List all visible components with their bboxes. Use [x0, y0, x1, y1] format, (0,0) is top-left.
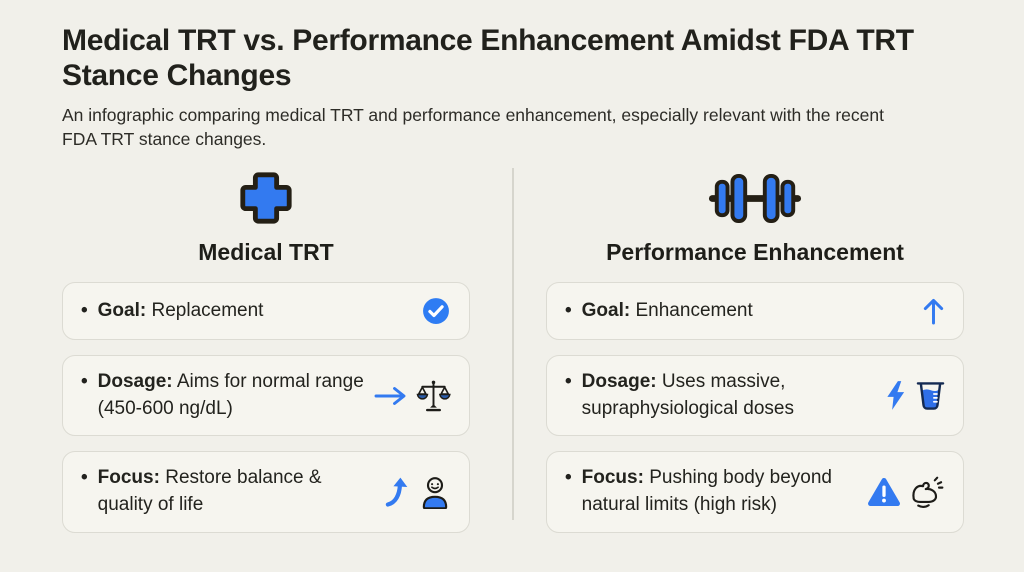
- card-medical-goal: • Goal: Replacement: [62, 282, 470, 341]
- curved-up-arrow-icon: [385, 476, 410, 508]
- item-text: Replacement: [151, 299, 264, 321]
- item-text: Restore balance & quality of life: [97, 467, 322, 516]
- person-smile-icon: [419, 476, 451, 509]
- performance-header: Performance Enhancement: [546, 167, 964, 266]
- item-text: Pushing body beyond natural limits (high…: [581, 467, 832, 516]
- balance-scale-icon: [416, 379, 451, 412]
- card-icons: [884, 380, 945, 411]
- card-text: • Focus: Pushing body beyond natural lim…: [565, 465, 857, 518]
- column-performance-enhancement: Performance Enhancement • Goal: Enhancem…: [546, 167, 964, 547]
- bullet: •: [81, 371, 88, 393]
- card-icons: [374, 379, 451, 412]
- card-performance-dosage: • Dosage: Uses massive, supraphysiologic…: [546, 355, 964, 437]
- comparison-columns: Medical TRT • Goal: Replacement • Dosage…: [0, 167, 1024, 547]
- item-label: Focus:: [97, 467, 160, 489]
- performance-heading: Performance Enhancement: [606, 239, 904, 266]
- page-subtitle: An infographic comparing medical TRT and…: [62, 105, 884, 150]
- item-label: Dosage:: [581, 371, 657, 393]
- dumbbell-icon: [706, 167, 804, 229]
- bullet: •: [565, 467, 572, 489]
- card-text: • Dosage: Uses massive, supraphysiologic…: [565, 369, 874, 422]
- item-label: Goal:: [581, 299, 631, 321]
- card-icons: [867, 475, 945, 509]
- item-text: Enhancement: [635, 299, 753, 321]
- card-performance-focus: • Focus: Pushing body beyond natural lim…: [546, 451, 964, 533]
- item-text: Aims for normal range (450-600 ng/dL): [97, 371, 364, 419]
- bullet: •: [565, 371, 572, 393]
- card-medical-dosage: • Dosage: Aims for normal range (450-600…: [62, 355, 470, 437]
- bullet: •: [81, 467, 88, 489]
- card-text: • Dosage: Aims for normal range (450-600…: [81, 369, 364, 422]
- card-performance-goal: • Goal: Enhancement: [546, 282, 964, 341]
- card-text: • Focus: Restore balance & quality of li…: [81, 465, 375, 518]
- bullet: •: [565, 299, 572, 321]
- header: Medical TRT vs. Performance Enhancement …: [0, 0, 1024, 151]
- item-text: Uses massive, supraphysiological doses: [581, 371, 794, 419]
- card-medical-focus: • Focus: Restore balance & quality of li…: [62, 451, 470, 533]
- bullet: •: [81, 299, 88, 321]
- page-title: Medical TRT vs. Performance Enhancement …: [62, 24, 914, 92]
- column-medical-trt: Medical TRT • Goal: Replacement • Dosage…: [62, 167, 470, 547]
- card-icons: [922, 296, 945, 326]
- item-label: Goal:: [97, 299, 147, 321]
- card-icons: [385, 476, 451, 509]
- card-text: • Goal: Replacement: [81, 298, 411, 325]
- medical-trt-heading: Medical TRT: [198, 239, 334, 266]
- medical-cross-icon: [237, 167, 295, 229]
- item-label: Focus:: [581, 467, 644, 489]
- item-label: Dosage:: [97, 371, 173, 393]
- card-icons: [421, 296, 451, 326]
- column-divider: [512, 168, 514, 520]
- lightning-bolt-icon: [884, 380, 907, 411]
- arrow-right-icon: [374, 386, 407, 406]
- arrow-up-icon: [922, 296, 945, 326]
- flexing-bicep-icon: [910, 475, 945, 509]
- medical-trt-header: Medical TRT: [62, 167, 470, 266]
- warning-triangle-icon: [867, 477, 901, 507]
- card-text: • Goal: Enhancement: [565, 298, 912, 325]
- check-circle-icon: [421, 296, 451, 326]
- beaker-icon: [916, 380, 945, 411]
